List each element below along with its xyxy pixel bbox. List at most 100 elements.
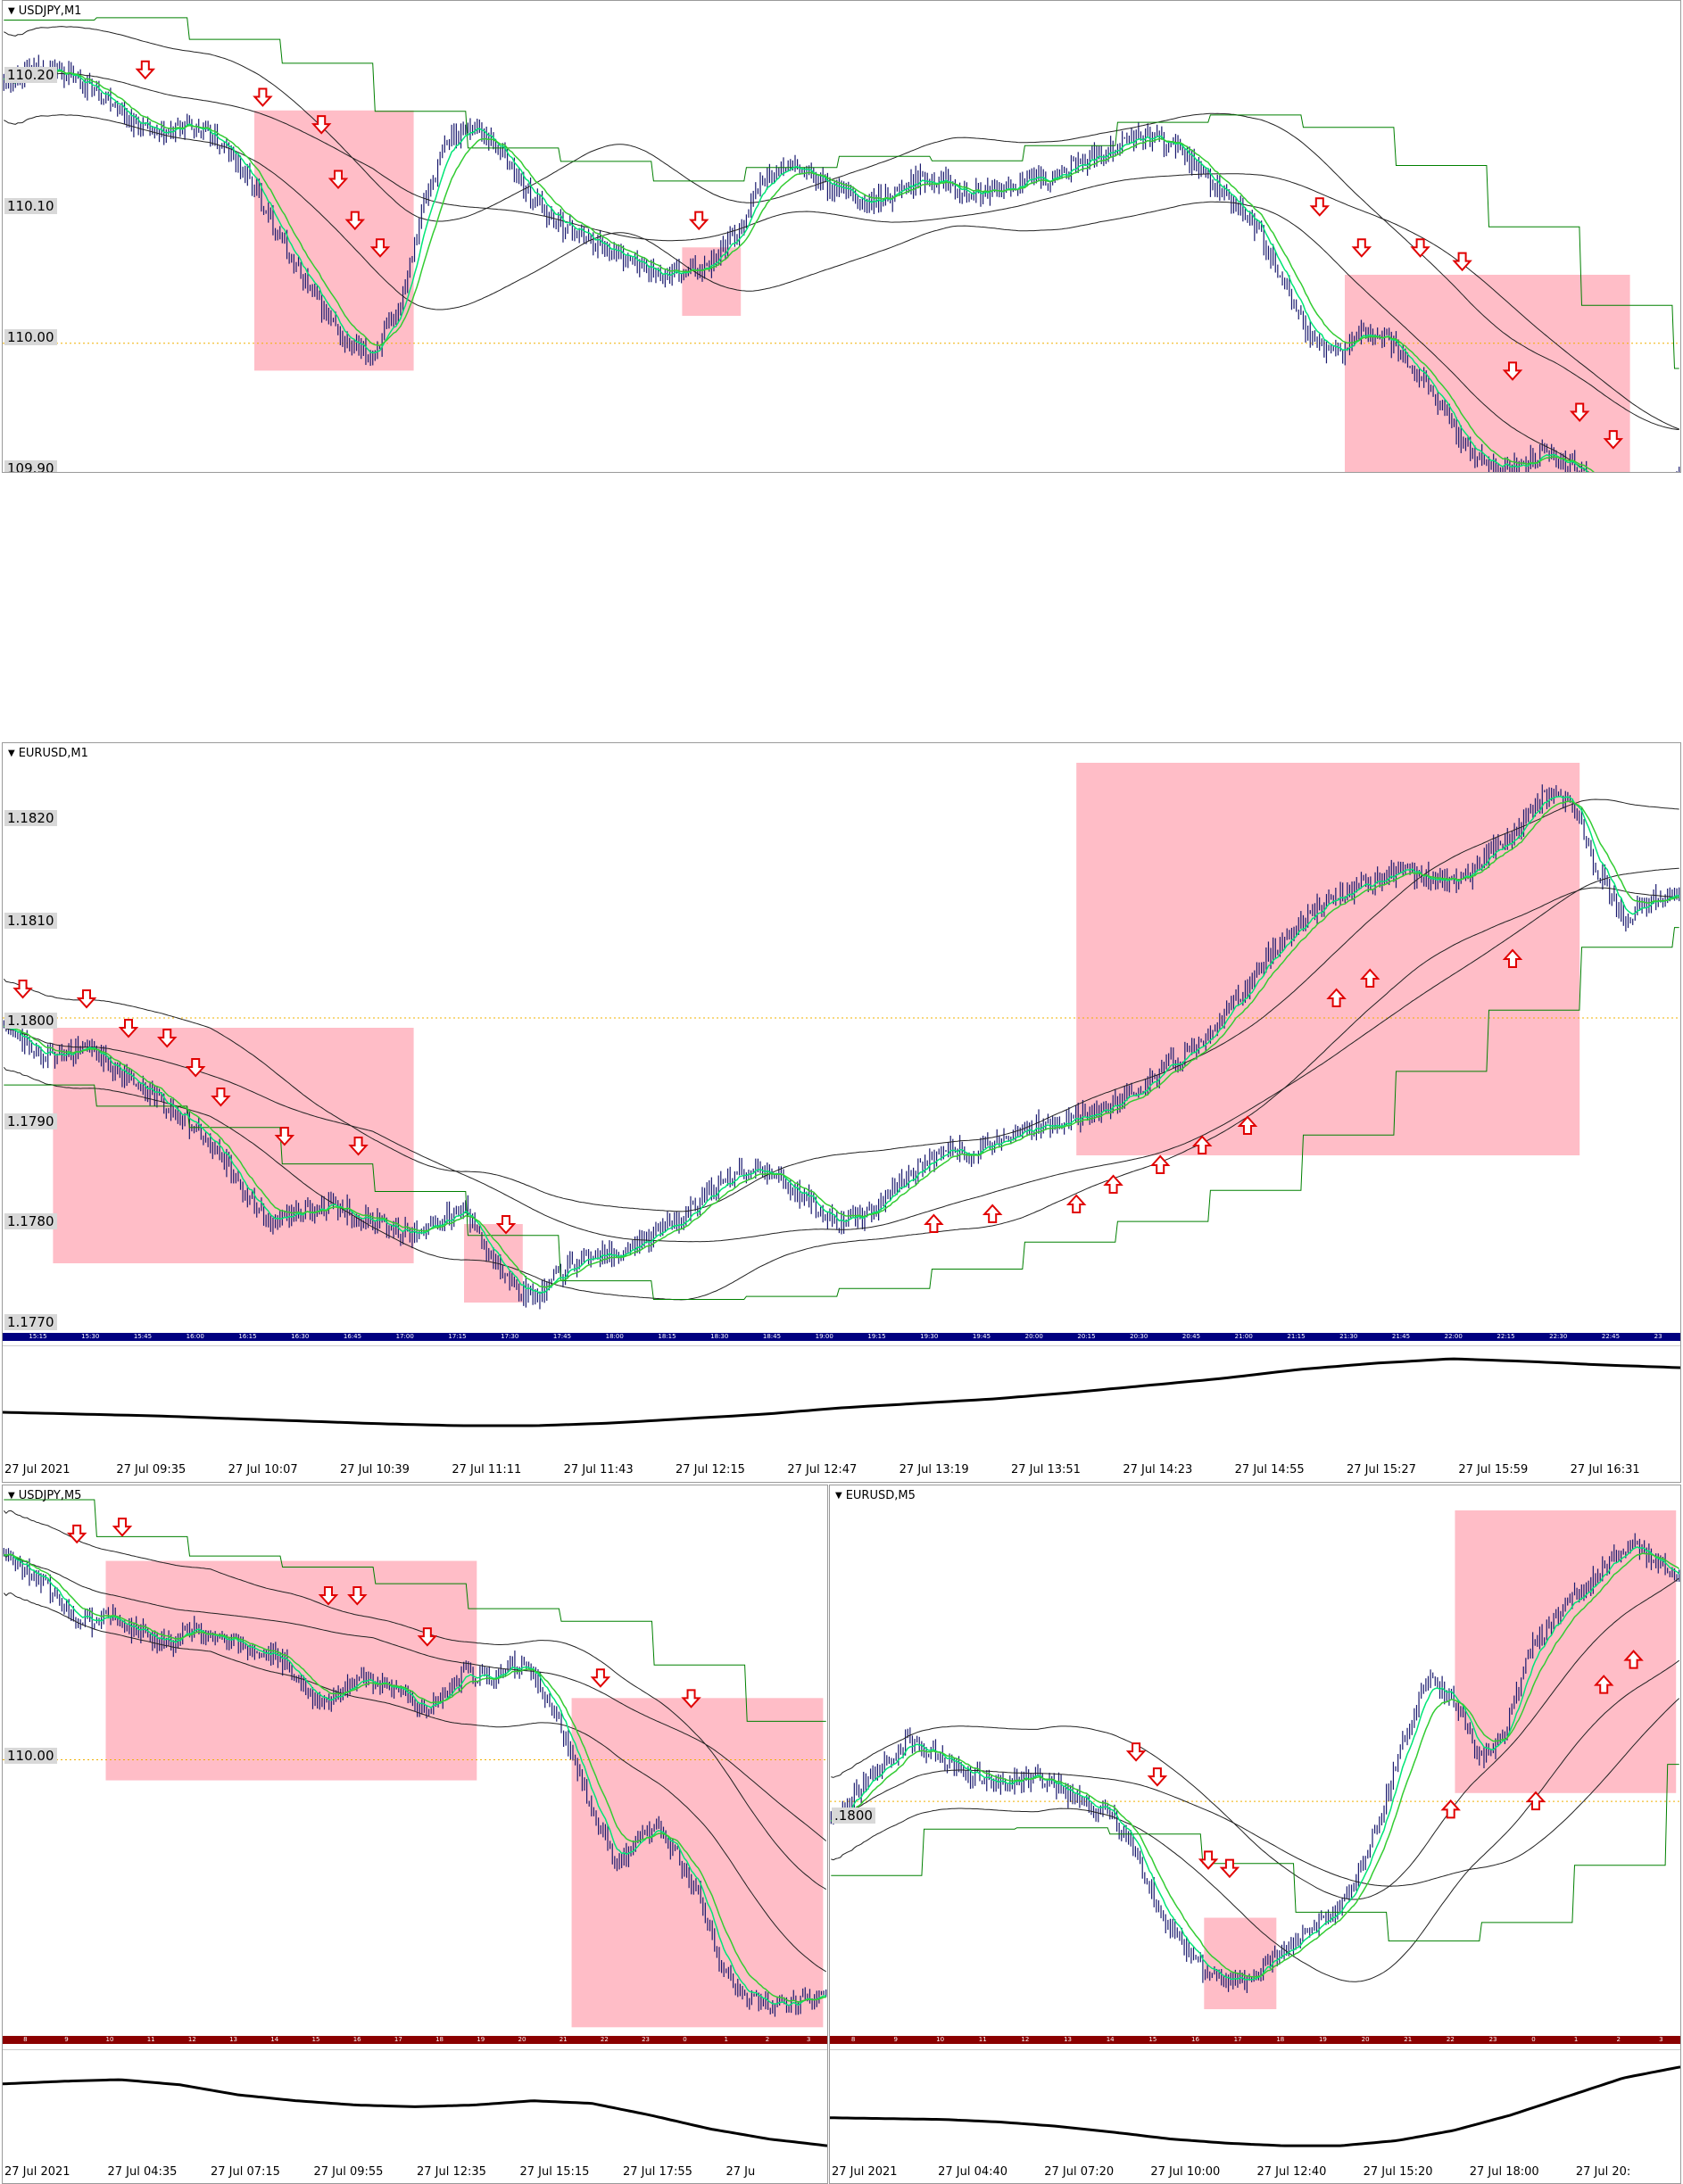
time-strip-label: 20	[1361, 2036, 1370, 2043]
time-strip-label: 9	[64, 2036, 69, 2043]
time-strip-label: 2	[1616, 2036, 1621, 2043]
time-strip-label: 2	[765, 2036, 770, 2043]
time-strip-label: 17	[394, 2036, 402, 2043]
buy-arrow-icon	[1525, 1791, 1546, 1811]
time-strip-label: 15:45	[133, 1333, 153, 1340]
buy-arrow-icon	[1502, 948, 1523, 968]
time-strip-label: 21	[1404, 2036, 1413, 2043]
time-strip-label: 8	[23, 2036, 28, 2043]
time-strip-label: 18:15	[658, 1333, 676, 1340]
collapse-triangle-icon[interactable]: ▼	[835, 1491, 842, 1501]
sell-arrow-icon	[253, 87, 273, 107]
envelope-upper	[831, 1577, 1679, 1900]
sell-arrow-icon	[590, 1668, 611, 1688]
sell-arrow-icon	[1198, 1850, 1219, 1870]
date-axis-label: 27 Jul 07:20	[1044, 2165, 1115, 2179]
collapse-triangle-icon[interactable]: ▼	[8, 749, 15, 758]
date-axis: 27 Jul 2021 27 Jul 09:35 27 Jul 10:07 27 Ju…	[3, 1461, 1680, 1479]
time-strip-label: 21	[559, 2036, 568, 2043]
sell-arrow-icon	[347, 1586, 368, 1606]
date-axis-label: 27 Jul 18:00	[1469, 2165, 1539, 2179]
collapse-triangle-icon[interactable]: ▼	[8, 6, 15, 16]
price-label: 1.1790	[4, 1113, 57, 1129]
trailing-stop-line	[4, 927, 1679, 1300]
date-axis-label: 27 Jul 17:55	[623, 2165, 692, 2179]
price-label: 1.1770	[4, 1314, 57, 1330]
price-chart	[3, 1499, 827, 2028]
fast-ma	[3, 795, 1679, 1295]
time-strip-label: 8	[850, 2036, 856, 2043]
sell-arrow-icon	[76, 989, 97, 1009]
price-chart	[3, 763, 1680, 1310]
price-label: 1.1820	[4, 810, 57, 826]
envelope-lower	[4, 114, 1590, 472]
time-strip-label: 3	[1659, 2036, 1663, 2043]
session-time-strip: 15:15 15:30 15:45 16:00 16:15 16:30 16:45 17:00…	[3, 1333, 1680, 1341]
envelope-upper	[3, 798, 1679, 1212]
buy-arrow-icon	[924, 1213, 944, 1233]
chart-pane-usdjpy-m1[interactable]: ▼USDJPY,M1 110.20 110.10 110.00 109.90 1…	[2, 0, 1681, 473]
buy-arrow-icon	[1359, 968, 1380, 988]
trailing-stop-line	[4, 1499, 826, 1722]
date-axis-label: 27 Jul 07:15	[211, 2165, 280, 2179]
time-strip-label: 23	[1488, 2036, 1497, 2043]
time-strip-label: 14	[270, 2036, 279, 2043]
time-strip-label: 22:00	[1444, 1333, 1463, 1340]
date-axis-label: 27 Jul 12:15	[676, 1463, 745, 1477]
sell-arrow-icon	[369, 238, 391, 258]
oscillator-line	[830, 2065, 1680, 2147]
sell-arrow-icon	[1219, 1858, 1240, 1879]
time-strip-label: 9	[893, 2036, 898, 2043]
time-strip-label: 19:30	[920, 1333, 939, 1340]
slow-ma	[831, 1552, 1680, 1978]
date-axis-label: 27 Jul 10:39	[340, 1463, 410, 1477]
pane-title: ▼ EURUSD,M1	[8, 747, 88, 760]
time-strip-label: 16	[1191, 2036, 1199, 2043]
time-strip-label: 18:30	[710, 1333, 729, 1340]
time-strip-label: 20	[518, 2036, 526, 2043]
sell-arrow-icon	[185, 1058, 206, 1078]
time-strip-label: 17:45	[552, 1333, 572, 1340]
slow-ma	[4, 1553, 826, 2003]
sell-arrow-icon	[274, 1127, 295, 1146]
pane-title: ▼ EURUSD,M5	[835, 1489, 916, 1502]
sell-arrow-icon	[211, 1088, 231, 1107]
chart-pane-usdjpy-m5[interactable]: ▼ USDJPY,M5 110.00 8 9 10 11 12 13 14 15 16 17 18 19…	[2, 1485, 828, 2184]
sell-arrow-icon	[688, 211, 709, 231]
chart-pane-eurusd-m1[interactable]: ▼ EURUSD,M1 1.1820 1.1810 1.1800 1.1790 1…	[2, 742, 1681, 1483]
date-axis-label: 27 Jul 14:55	[1234, 1463, 1305, 1477]
time-strip-label: 21:45	[1391, 1333, 1411, 1340]
sell-arrow-icon	[344, 211, 366, 231]
buy-arrow-icon	[1149, 1154, 1171, 1174]
slow-ma	[4, 70, 1595, 472]
symbol-label: EURUSD,M1	[18, 747, 88, 760]
time-strip-label: 18:45	[762, 1333, 782, 1340]
price-label: 110.00	[4, 1748, 57, 1764]
sell-arrow-icon	[66, 1524, 87, 1544]
envelope-upper	[3, 1510, 826, 1890]
time-strip-label: 19	[1318, 2036, 1327, 2043]
time-strip-label: 10	[936, 2036, 945, 2043]
price-label: 110.20	[4, 67, 57, 83]
time-strip-label: 12	[187, 2036, 196, 2043]
time-strip-label: 22:15	[1496, 1333, 1515, 1340]
sell-arrow-icon	[112, 1518, 133, 1537]
time-strip-label: 17:15	[448, 1333, 467, 1340]
symbol-label: USDJPY,M5	[18, 1489, 82, 1502]
date-axis-label: 27 Jul 14:23	[1123, 1463, 1193, 1477]
oscillator-line	[3, 1357, 1680, 1427]
collapse-triangle-icon[interactable]: ▼	[8, 1491, 15, 1501]
trailing-stop-line	[831, 1764, 1679, 1942]
candles	[3, 784, 1680, 1310]
date-axis-label: 27 Jul 2021	[4, 1463, 70, 1477]
time-strip-label: 0	[683, 2036, 687, 2043]
time-strip-label: 22:30	[1549, 1333, 1568, 1340]
envelope-upper	[4, 26, 1679, 430]
sell-arrow-icon	[311, 115, 332, 135]
chart-pane-eurusd-m5[interactable]: ▼ EURUSD,M5 .1800 8 9 10 11 12 13 14 15 16 17 18 19 2…	[829, 1485, 1681, 2184]
envelope-lower	[3, 1592, 826, 1973]
time-strip-label: 19:45	[972, 1333, 991, 1340]
sell-arrow-icon	[1125, 1742, 1147, 1762]
session-time-strip: 8 9 10 11 12 13 14 15 16 17 18 19 20 21 22 23 0 1 2 3	[830, 2036, 1680, 2044]
sell-arrow-icon	[348, 1137, 369, 1156]
